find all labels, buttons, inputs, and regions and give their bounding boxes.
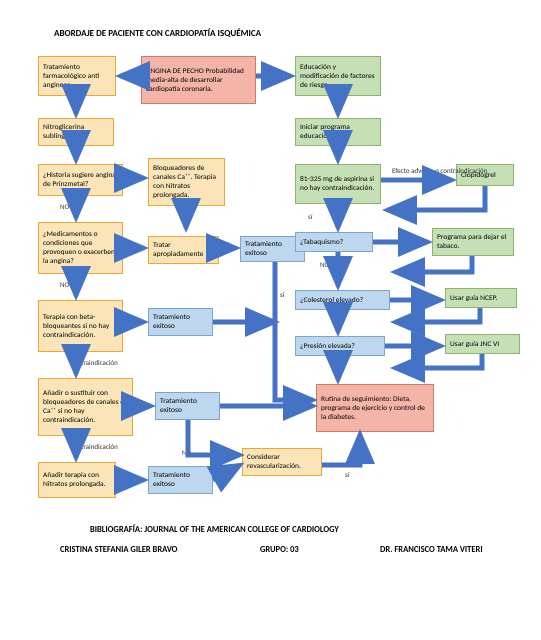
- node-trat-exitoso2: Tratamiento exitoso: [148, 308, 213, 336]
- label-si: sí: [398, 234, 402, 243]
- label-si: sí: [308, 212, 312, 221]
- node-anadir-nitratos: Añadir terapia con Nitratos prolongada.: [38, 462, 116, 498]
- node-edu-mod: Educación y modificación de factores de …: [295, 56, 381, 96]
- label-si: sí: [280, 290, 284, 299]
- label-no: NO: [60, 280, 69, 289]
- label-si: sí: [128, 170, 132, 179]
- footer-doctor: DR. FRANCISCO TAMA VITERI: [380, 545, 483, 555]
- node-nitro: Nitroglicerina sublingual: [38, 118, 114, 146]
- node-prog-tabaco: Programa para dejar el tabaco.: [432, 228, 514, 256]
- node-iniciar: Iniciar programa educacional.: [295, 118, 381, 146]
- footer-author: CRISTINA STEFANIA GILER BRAVO: [60, 545, 177, 555]
- label-no: NO: [320, 260, 329, 269]
- node-considerar: Considerar revascularización.: [242, 448, 322, 476]
- label-contra: Contraindicación: [70, 442, 118, 451]
- node-aspirina: 81-325 mg de aspirina si no hay contrain…: [295, 164, 381, 204]
- label-si: sí: [128, 242, 132, 251]
- label-si: sí: [128, 316, 132, 325]
- node-trat-exitoso3: Tratamiento exitoso: [155, 392, 220, 420]
- node-trat-farm: Tratamiento farmacológico anti anginoso: [38, 56, 116, 96]
- footer-biblio: BIBLIOGRAFÍA: JOURNAL OF THE AMERICAN CO…: [90, 525, 339, 535]
- page-title: ABORDAJE DE PACIENTE CON CARDIOPATÍA ISQ…: [54, 28, 261, 39]
- label-contra: Contraindicación: [70, 358, 118, 367]
- node-terapia-beta: Terapia con beta-bloqueantes si no hay c…: [38, 300, 123, 352]
- node-ncep: Usar guía NCEP.: [445, 288, 517, 308]
- footer-group: GRUPO: 03: [260, 545, 299, 555]
- node-historia: ¿Historia sugiere angina de Prinzmetal?: [38, 164, 123, 196]
- label-si: sí: [290, 398, 294, 407]
- label-si: sí: [128, 472, 132, 481]
- label-no: NO: [222, 472, 231, 481]
- label-si: sí: [412, 338, 416, 347]
- label-si: sí: [345, 470, 349, 479]
- label-si: sí: [138, 398, 142, 407]
- label-no: NO: [60, 202, 69, 211]
- node-tabaquismo: ¿Tabaquismo?: [295, 232, 373, 252]
- node-angina: ANGINA DE PECHO Probabilidad media-alta …: [141, 56, 256, 104]
- node-bloq-ca: Bloqueadores de canales Ca⁺⁺. Terapia co…: [148, 158, 225, 206]
- node-medicamentos: ¿Medicamentos o condiciones que provoque…: [38, 222, 123, 274]
- label-no: NO: [182, 448, 191, 457]
- node-colesterol: ¿Colesterol elevado?: [295, 290, 390, 310]
- node-tratar-aprop: Tratar apropiadamente: [148, 236, 219, 264]
- label-si: sí: [225, 240, 229, 249]
- label-efecto: Efecto adverso o contraindicación: [392, 166, 487, 175]
- node-jnc: Usar guía JNC VI: [445, 334, 520, 354]
- label-si: sí: [412, 292, 416, 301]
- node-trat-exitoso4: Tratamiento exitoso: [148, 466, 213, 494]
- node-rutina: Rutina de seguimiento: Dieta, programa d…: [316, 384, 434, 432]
- node-presion: ¿Presión elevada?: [295, 336, 385, 356]
- node-anadir-ca: Añadir o sustituir con bloqueadores de c…: [38, 378, 133, 436]
